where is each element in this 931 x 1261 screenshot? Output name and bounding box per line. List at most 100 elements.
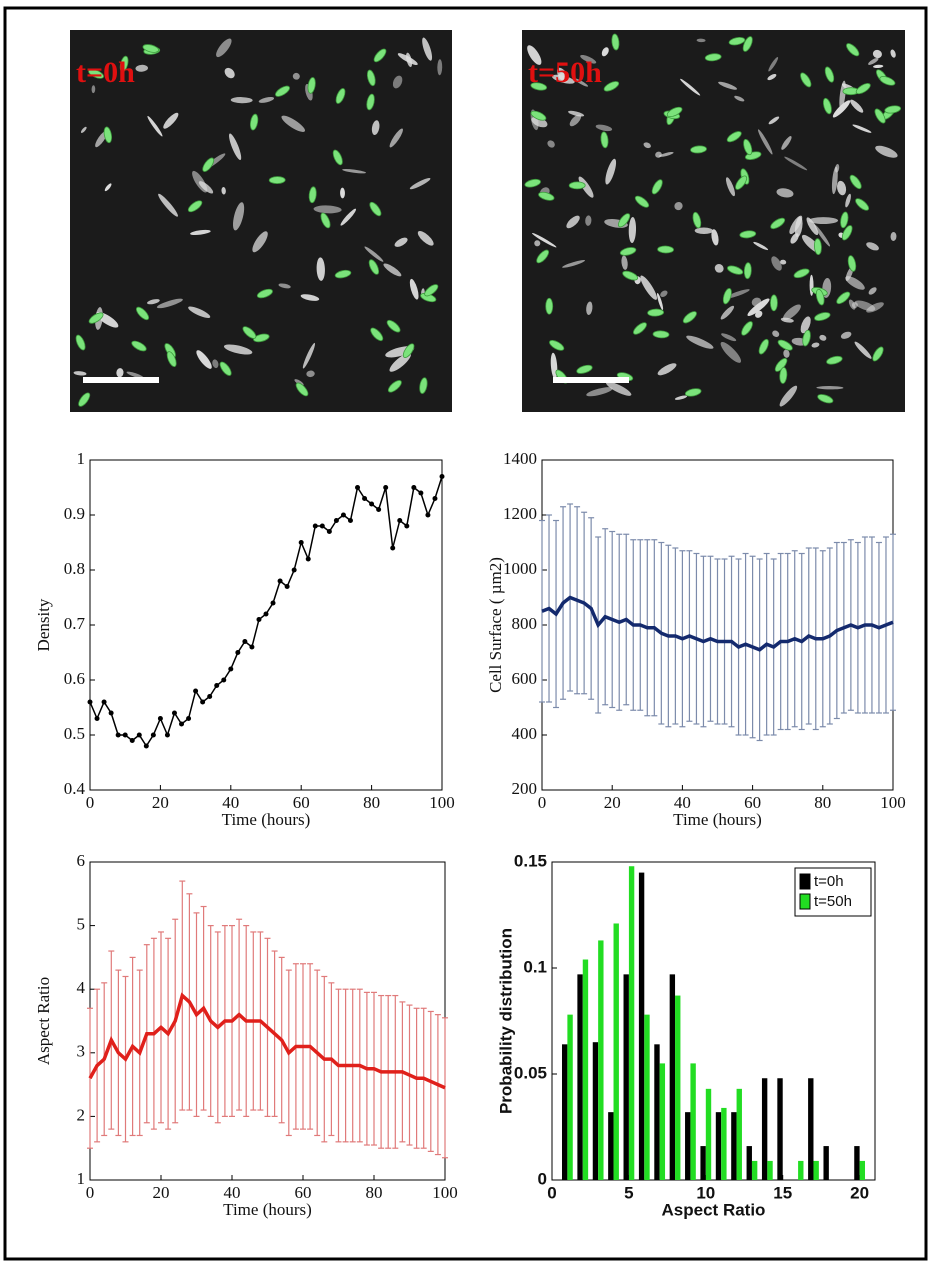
nucleus: [817, 394, 834, 404]
nucleus: [373, 48, 387, 63]
cell-body: [73, 371, 87, 376]
data-point: [101, 699, 107, 705]
x-tick-label: 0: [86, 793, 95, 812]
cell-body: [302, 342, 316, 369]
bar: [675, 995, 681, 1180]
cell-body: [890, 231, 897, 242]
bar: [690, 1063, 696, 1180]
y-tick-label: 0.8: [64, 559, 85, 578]
y-tick-label: 0.6: [64, 669, 85, 688]
x-tick-label: 20: [153, 1183, 170, 1202]
nucleus: [538, 191, 555, 201]
nucleus: [815, 288, 825, 306]
image-bg: [70, 30, 452, 412]
data-point: [193, 688, 199, 694]
data-point: [270, 600, 276, 606]
nucleus: [332, 149, 343, 166]
nucleus: [735, 175, 748, 190]
cell-body: [771, 256, 782, 271]
nucleus: [739, 230, 757, 239]
bar: [567, 1014, 573, 1180]
cell-body: [734, 95, 745, 102]
legend-swatch: [799, 873, 811, 890]
nucleus: [424, 284, 439, 297]
cell-body: [281, 115, 306, 132]
x-axis-label: Aspect Ratio: [662, 1200, 766, 1219]
bar: [577, 974, 583, 1180]
x-axis-label: Time (hours): [222, 810, 311, 829]
cell-body: [800, 316, 811, 334]
cell-body: [156, 298, 183, 309]
bar: [700, 1146, 706, 1180]
cell-body: [397, 53, 418, 66]
nucleus: [814, 312, 831, 321]
x-axis-label: Time (hours): [223, 1200, 312, 1219]
nucleus: [268, 176, 286, 184]
cell-body: [578, 176, 594, 198]
cell-body: [300, 294, 320, 301]
cell-body: [364, 246, 384, 262]
cell-body: [813, 224, 831, 247]
cell-body: [768, 116, 780, 125]
x-tick-label: 60: [744, 793, 761, 812]
bar: [608, 1112, 614, 1180]
cell-body: [714, 263, 724, 273]
nucleus: [824, 66, 835, 83]
nucleus: [369, 201, 382, 217]
image-label: t=0h: [76, 56, 135, 89]
cell-body: [718, 81, 738, 90]
cell-body: [216, 38, 232, 58]
nucleus: [530, 82, 548, 91]
cell-body: [188, 306, 211, 318]
cell-body: [342, 168, 366, 174]
cell-body: [223, 344, 253, 355]
bar: [751, 1160, 758, 1180]
cell-body: [768, 57, 779, 72]
cell-body: [224, 67, 235, 79]
nucleus: [549, 339, 565, 351]
y-tick-label: 1000: [503, 559, 537, 578]
cell-body: [389, 128, 403, 148]
bar: [561, 1044, 568, 1180]
data-point: [411, 485, 417, 490]
cell-body: [198, 181, 214, 194]
cell-body: [655, 151, 662, 158]
cell-body: [808, 217, 839, 225]
y-tick-label: 5: [77, 915, 86, 934]
bar: [644, 1014, 650, 1180]
nucleus: [722, 288, 732, 305]
chart: 0 20 40 60 80 100 0.4 0.5 0.6 0.7 0.8 0.9 1 Time (hou…: [34, 449, 455, 829]
cell-body: [547, 140, 555, 148]
cell-body: [80, 126, 87, 133]
cell-body: [306, 370, 315, 378]
nucleus: [684, 388, 702, 397]
cell-body: [721, 333, 737, 342]
legend-label: t=50h: [814, 893, 852, 910]
cell-body: [163, 112, 179, 129]
nucleus: [619, 247, 637, 256]
cell-body: [816, 386, 844, 390]
cell-body: [316, 257, 325, 281]
cell-body: [383, 263, 402, 277]
y-tick-label: 1200: [503, 504, 537, 523]
y-tick-label: 0.7: [64, 614, 86, 633]
nucleus: [657, 245, 674, 254]
x-tick-label: 40: [222, 793, 239, 812]
data-point: [425, 512, 431, 518]
nucleus: [335, 88, 346, 104]
nucleus: [295, 382, 309, 397]
data-point: [214, 683, 220, 688]
cell-body: [854, 341, 872, 359]
data-point: [164, 732, 170, 738]
cell-body: [116, 368, 124, 378]
data-point: [305, 556, 311, 562]
nucleus: [728, 36, 746, 46]
data-point: [242, 639, 248, 644]
y-tick-label: 600: [512, 669, 538, 688]
data-point: [298, 540, 304, 545]
cell-body: [595, 124, 613, 132]
nucleus: [758, 338, 769, 355]
nucleus: [622, 270, 639, 281]
cell-body: [566, 215, 580, 229]
y-tick-label: 3: [77, 1042, 86, 1061]
